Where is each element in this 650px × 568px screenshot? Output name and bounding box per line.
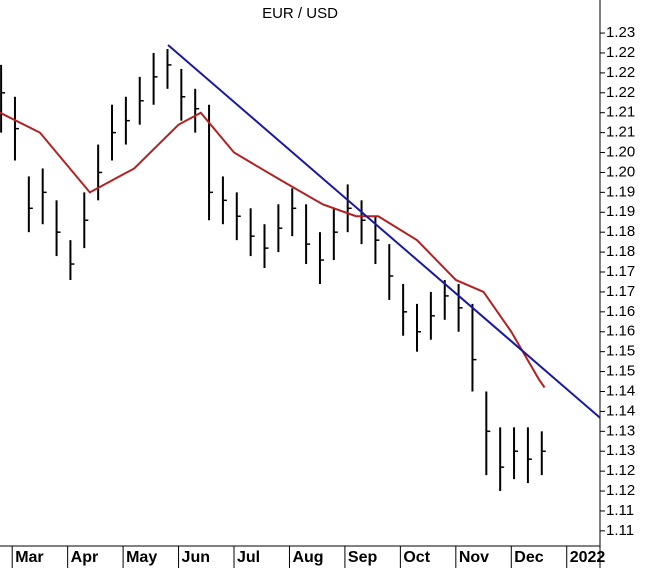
moving-average — [0, 111, 546, 389]
y-tick-label: 1.19 — [606, 183, 635, 200]
y-tick-label: 1.16 — [606, 323, 635, 340]
x-tick-label: Sep — [348, 549, 378, 566]
x-tick-label: Jun — [182, 549, 210, 566]
y-tick-label: 1.19 — [606, 203, 635, 220]
chart-title: EUR / USD — [262, 5, 338, 22]
y-tick-label: 1.13 — [606, 422, 635, 439]
y-tick-label: 1.12 — [606, 462, 635, 479]
y-tick-label: 1.18 — [606, 223, 635, 240]
y-tick-label: 1.17 — [606, 283, 635, 300]
y-tick-label: 1.17 — [606, 263, 635, 280]
y-tick-label: 1.18 — [606, 243, 635, 260]
y-tick-label: 1.12 — [606, 482, 635, 499]
y-tick-label: 1.23 — [606, 24, 635, 41]
y-tick-label: 1.22 — [606, 84, 635, 101]
trend-line — [167, 44, 601, 419]
y-tick-label: 1.20 — [606, 163, 635, 180]
y-tick-label: 1.14 — [606, 402, 635, 419]
y-tick-label: 1.20 — [606, 144, 635, 161]
y-tick-label: 1.21 — [606, 104, 635, 121]
y-tick-label: 1.16 — [606, 303, 635, 320]
x-tick-label: Dec — [514, 549, 543, 566]
x-tick-label: Jul — [237, 549, 260, 566]
y-tick-label: 1.21 — [606, 124, 635, 141]
y-tick-label: 1.11 — [606, 522, 634, 539]
y-tick-label: 1.22 — [606, 44, 635, 61]
x-tick-label: 2022 — [570, 549, 606, 566]
x-tick-label: Oct — [403, 549, 430, 566]
y-tick-label: 1.15 — [606, 343, 635, 360]
x-tick-label: May — [126, 549, 157, 566]
y-tick-label: 1.14 — [606, 382, 635, 399]
y-tick-label: 1.15 — [606, 363, 635, 380]
y-tick-label: 1.11 — [606, 502, 634, 519]
x-tick-label: Apr — [71, 549, 99, 566]
y-tick-label: 1.22 — [606, 64, 635, 81]
x-tick-label: Nov — [459, 549, 489, 566]
x-tick-label: Aug — [292, 549, 323, 566]
x-tick-label: Mar — [15, 549, 43, 566]
y-tick-label: 1.13 — [606, 442, 635, 459]
